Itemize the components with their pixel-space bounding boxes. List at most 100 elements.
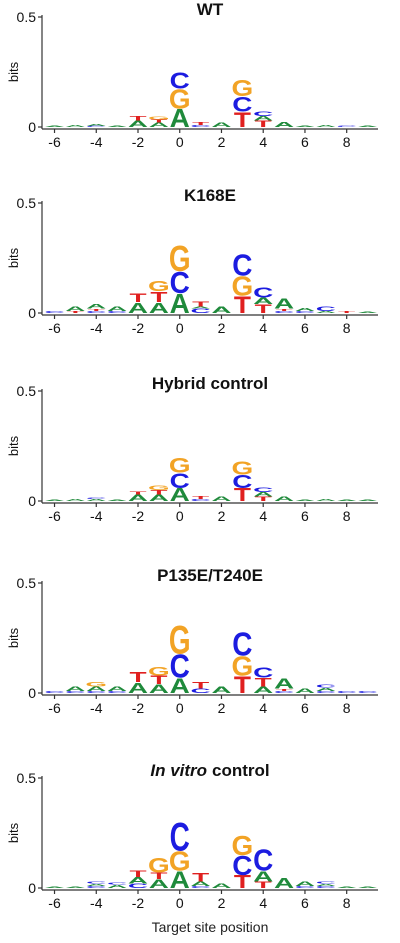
logo-letter: A xyxy=(274,496,295,503)
x-tick-label: -4 xyxy=(90,508,103,524)
logo-letter: G xyxy=(231,271,253,302)
x-tick-label: 2 xyxy=(218,508,226,524)
logo-letter: A xyxy=(65,124,85,127)
logo-letter: T xyxy=(255,119,272,129)
x-tick-label: -6 xyxy=(48,700,61,716)
logo-letter: A xyxy=(170,104,190,133)
logo-letter: A xyxy=(86,498,106,501)
logo-letter: G xyxy=(231,77,253,102)
logo-letter: A xyxy=(211,496,232,503)
logo-letter: A xyxy=(316,124,336,127)
logo-letter: A xyxy=(128,119,148,129)
logo-letter: C xyxy=(253,487,274,494)
x-tick-label: -2 xyxy=(132,508,145,524)
panel-title: Hybrid control xyxy=(152,374,268,393)
logo-letter: A xyxy=(295,126,315,128)
logo-letter: C xyxy=(44,310,64,313)
x-tick-label: -2 xyxy=(132,895,145,911)
logo-letter: T xyxy=(276,308,293,311)
x-tick-label: 8 xyxy=(343,134,351,150)
logo-letter: C xyxy=(295,885,315,888)
logo-letter: A xyxy=(253,491,274,498)
logo-letter: C xyxy=(86,881,106,884)
logo-letter: A xyxy=(295,500,315,502)
logo-letter: C xyxy=(253,664,273,681)
logo-letter: G xyxy=(231,830,253,861)
logo-letter: C xyxy=(253,111,274,118)
x-tick-label: 6 xyxy=(301,700,309,716)
logo-letter: G xyxy=(148,855,170,878)
logo-letter: C xyxy=(253,284,273,301)
logo-letter: C xyxy=(170,267,190,300)
logo-letter: C xyxy=(232,625,252,663)
logo-letter: T xyxy=(234,109,251,132)
logo-letter: C xyxy=(232,94,252,117)
x-tick-label: 2 xyxy=(218,700,226,716)
logo-letter: C xyxy=(86,690,106,693)
y-tick-label: 0 xyxy=(28,493,36,509)
x-tick-label: -2 xyxy=(132,700,145,716)
x-tick-label: 6 xyxy=(301,320,309,336)
x-tick-label: 0 xyxy=(176,700,184,716)
logo-letter: A xyxy=(295,307,315,312)
logo-letter: A xyxy=(128,493,148,503)
y-tick-label: 0 xyxy=(28,880,36,896)
logo-letter: C xyxy=(191,308,212,315)
logo-letter: A xyxy=(337,887,357,889)
x-tick-label: 0 xyxy=(176,895,184,911)
panel-title: P135E/T240E xyxy=(157,566,263,585)
logo-letter: A xyxy=(86,303,107,310)
logo-letter: C xyxy=(65,690,85,693)
x-tick-label: 0 xyxy=(176,508,184,524)
logo-letter: C xyxy=(274,690,294,693)
logo-letter: C xyxy=(191,885,211,888)
logo-letter: C xyxy=(191,688,212,695)
x-tick-label: 8 xyxy=(343,320,351,336)
logo-letter: A xyxy=(128,876,148,886)
logo-letter: T xyxy=(129,115,147,122)
logo-letter: T xyxy=(192,871,209,885)
logo-letter: A xyxy=(170,866,190,894)
logo-letter: T xyxy=(150,489,168,496)
logo-letter: T xyxy=(234,485,252,505)
x-tick-label: 4 xyxy=(259,134,267,150)
x-tick-label: -4 xyxy=(90,320,103,336)
logo-letter: A xyxy=(357,126,377,128)
x-tick-label: 4 xyxy=(259,508,267,524)
logo-letter: C xyxy=(191,498,211,501)
logo-letter: A xyxy=(107,306,128,313)
logo-letter: A xyxy=(44,887,64,889)
logo-letter: C xyxy=(316,684,336,689)
x-tick-label: -2 xyxy=(132,134,145,150)
logo-letter: A xyxy=(357,312,377,314)
logo-letter: T xyxy=(255,496,273,503)
logo-letter: T xyxy=(150,289,167,306)
logo-letter: C xyxy=(274,310,294,313)
x-tick-label: -6 xyxy=(48,895,61,911)
logo-letter: G xyxy=(169,239,191,279)
logo-letter: A xyxy=(191,881,212,888)
logo-letter: A xyxy=(337,500,357,502)
logo-letter: A xyxy=(253,685,273,695)
logo-letter: A xyxy=(170,675,190,698)
logo-letter: G xyxy=(169,846,191,877)
y-axis-label: bits xyxy=(6,627,21,648)
logo-letter: T xyxy=(129,869,146,879)
x-tick-label: 0 xyxy=(176,134,184,150)
logo-letter: A xyxy=(274,675,294,692)
logo-letter: T xyxy=(129,291,146,305)
logo-letter: T xyxy=(192,300,210,309)
logo-letter: T xyxy=(276,688,293,691)
logo-letter: C xyxy=(316,881,336,884)
logo-letter: A xyxy=(253,115,274,122)
x-tick-label: -6 xyxy=(48,134,61,150)
logo-letter: A xyxy=(211,883,232,890)
logo-letter: C xyxy=(107,882,127,885)
logo-letter: C xyxy=(107,690,127,693)
logo-letter: A xyxy=(170,288,190,319)
logo-letter: G xyxy=(85,681,107,688)
logo-letter: G xyxy=(148,278,170,295)
logo-letter: A xyxy=(211,122,232,129)
logo-letter: C xyxy=(86,497,106,499)
logo-letter: T xyxy=(129,669,146,686)
